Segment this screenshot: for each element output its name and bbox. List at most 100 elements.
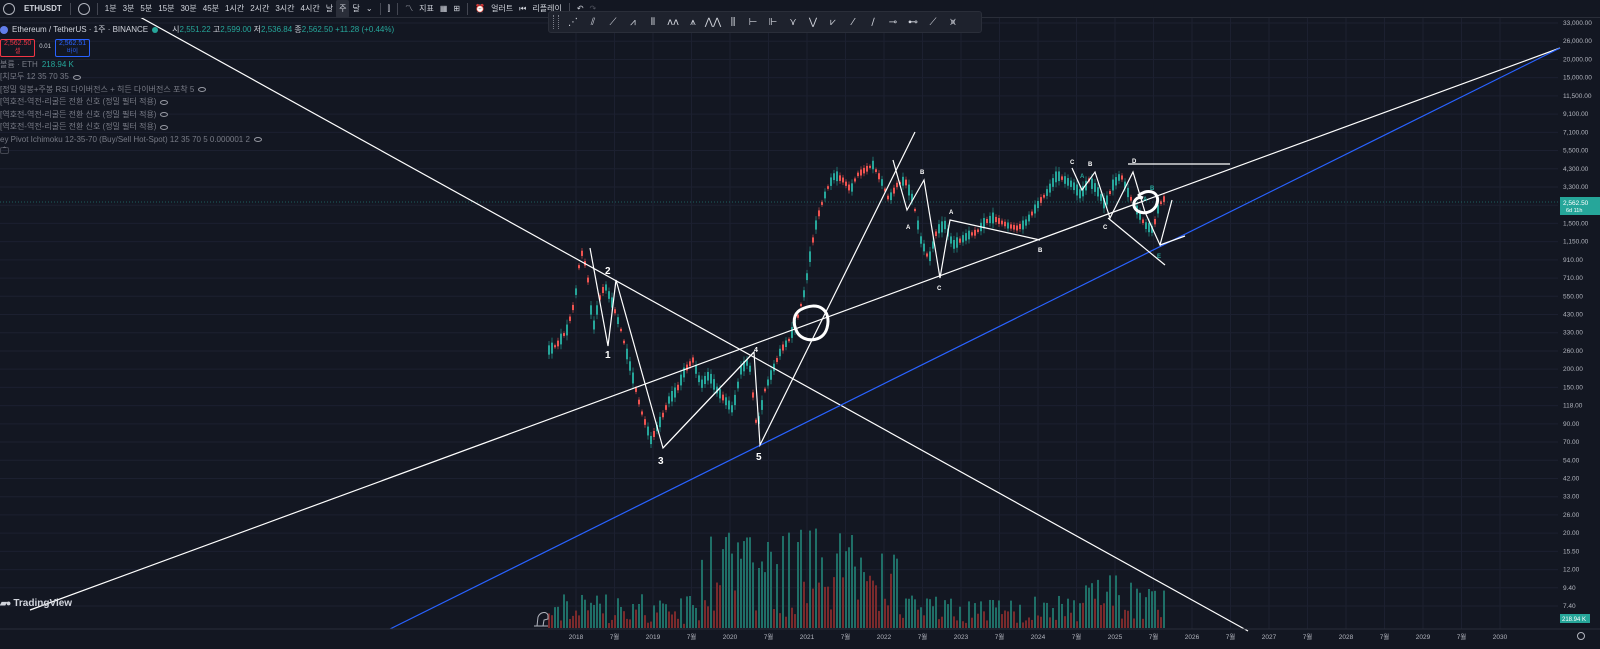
three-drives-icon[interactable]: ⊩	[768, 16, 778, 28]
triangle-e-leg[interactable]	[1159, 235, 1186, 246]
interval-4h[interactable]: 4시간	[300, 3, 320, 13]
support-trendline[interactable]	[389, 47, 1561, 630]
eye-icon[interactable]	[160, 112, 169, 118]
interval-3m[interactable]: 3분	[122, 3, 135, 13]
volume-legend[interactable]: 볼륨 · ETH 218.94 K	[0, 59, 74, 69]
interval-5m[interactable]: 5분	[140, 3, 153, 13]
indicator-row[interactable]: [역호전-역전-리굴든 전환 신호 (정밀 필터 적용)	[0, 121, 394, 134]
interval-3h[interactable]: 3시간	[275, 3, 295, 13]
correction-wave[interactable]	[892, 159, 1041, 279]
indicators-button[interactable]: 지표	[419, 3, 434, 13]
elliott-triangle-icon[interactable]: ⩗	[830, 16, 836, 28]
indicator-row[interactable]: [치모두 12 35 70 35	[0, 71, 394, 84]
elliott-triple-combo-icon[interactable]: ∕	[871, 16, 875, 28]
eye-icon[interactable]	[160, 124, 169, 130]
time-cycles-icon[interactable]: ⊷	[908, 16, 918, 28]
interval-1m[interactable]: 1분	[104, 3, 117, 13]
candle-body	[818, 210, 820, 217]
interval-30m[interactable]: 30분	[180, 3, 197, 13]
candle-body	[932, 241, 934, 249]
chevron-down-icon[interactable]: ⌄	[365, 3, 373, 13]
candle-body	[1109, 190, 1111, 195]
triangle-lower-line[interactable]	[1107, 217, 1166, 266]
candle-body	[959, 238, 961, 243]
interval-week[interactable]: 주	[336, 0, 350, 17]
price-axis[interactable]: 33,000.00 26,000.00 20,000.00 15,000.00 11,5…	[1563, 20, 1592, 610]
candle-body	[554, 345, 556, 348]
volume-bar	[1136, 588, 1138, 628]
undo-icon[interactable]: ↶	[576, 3, 584, 13]
alarm-clock-icon[interactable]: ⏰	[475, 3, 486, 13]
eye-icon[interactable]	[253, 137, 262, 143]
interval-2h[interactable]: 2시간	[250, 3, 270, 13]
interval-15m[interactable]: 15분	[158, 3, 175, 13]
symbol-name[interactable]: ETHUSDT	[24, 3, 62, 13]
indicator-row[interactable]: ey Pivot Ichimoku 12-35-70 (Buy/Sell Hot…	[0, 134, 394, 147]
indicator-row[interactable]: [정밀 일봉+주봉 RSI 다이버전스 + 히든 다이버전스 포착 5	[0, 84, 394, 97]
eye-icon[interactable]	[160, 99, 169, 105]
more-patterns-icon[interactable]: ⩙	[950, 16, 956, 28]
add-symbol-icon[interactable]	[77, 2, 90, 15]
replay-button[interactable]: 리플레이	[532, 3, 562, 13]
eye-icon[interactable]	[198, 87, 207, 93]
sell-button[interactable]: 2,562.50 셀	[0, 38, 36, 57]
symbol-search-icon[interactable]	[3, 2, 15, 15]
elliott-correction-icon[interactable]: ⋁	[808, 16, 818, 28]
time-axis[interactable]: 2018 7월 2019 7월 2020 7월 2021 7월 2022 7월 2023 7월 2024…	[569, 632, 1508, 641]
abcd-pattern-icon[interactable]: ⫼	[730, 16, 736, 28]
indicators-icon[interactable]: 〽	[405, 3, 414, 13]
interval-day[interactable]: 날	[325, 3, 334, 13]
sine-line-icon[interactable]: ⟋	[929, 16, 937, 28]
candle-type-icon[interactable]: ⫿	[387, 3, 391, 13]
templates-icon[interactable]: ⊞	[453, 3, 461, 13]
redo-icon[interactable]: ↷	[589, 3, 597, 13]
price-chart[interactable]: 2 1 3 4 5 A B A B C C B A C D E A B 33,0…	[0, 18, 1600, 649]
layout-icon[interactable]: ▦	[439, 3, 448, 13]
volume-bar	[713, 610, 715, 628]
settings-icon[interactable]	[1577, 632, 1585, 640]
candle-body	[1142, 219, 1144, 224]
volume-bar	[725, 537, 727, 628]
modified-schiff-icon[interactable]: ⟋	[609, 16, 617, 28]
pitchfork-icon[interactable]: ⋰	[568, 16, 578, 28]
head-shoulders-icon[interactable]: ⋀⋀	[704, 16, 722, 28]
indicator-row[interactable]: [역호전-역전-리굴든 전환 신호 (정밀 필터 적용)	[0, 96, 394, 109]
alert-button[interactable]: 얼러트	[491, 3, 514, 13]
highlight-circle-2[interactable]	[1132, 190, 1159, 215]
fib-channel-icon[interactable]: ⦀	[650, 16, 656, 28]
triangle-pattern-icon[interactable]: ⊢	[748, 16, 758, 28]
replay-icon[interactable]: ⏮	[519, 3, 527, 13]
interval-1h[interactable]: 1시간	[225, 3, 245, 13]
interval-month[interactable]: 달	[352, 3, 360, 13]
elliott-impulse-icon[interactable]: ⋎	[789, 16, 797, 28]
drag-handle[interactable]	[553, 15, 559, 29]
time-tick-label: 2024	[1031, 634, 1046, 641]
divider	[568, 2, 570, 15]
interval-45m[interactable]: 45분	[202, 3, 220, 13]
eye-icon[interactable]	[72, 74, 81, 80]
buy-button[interactable]: 2,562.51 바이	[54, 38, 91, 57]
indicator-row[interactable]: [역호전-역전-리굴든 전환 신호 (정밀 필터 적용)	[0, 109, 394, 122]
cyclic-lines-icon[interactable]: ⊸	[888, 16, 898, 28]
elliott-double-combo-icon[interactable]: ⁄	[852, 16, 854, 28]
volume-bar	[704, 600, 706, 628]
symbol-legend[interactable]: Ethereum / TetherUS · 1주 · BINANCE 시2,55…	[0, 24, 394, 37]
schiff-pitchfork-icon[interactable]: ⫽	[590, 16, 596, 28]
candle-body	[917, 220, 919, 230]
volume-bar	[785, 616, 787, 628]
symbol-title[interactable]: Ethereum / TetherUS · 1주 · BINANCE	[12, 25, 149, 34]
tradingview-watermark[interactable]: ▰● TradingView	[0, 598, 73, 609]
wave-3-4-leg[interactable]	[662, 351, 755, 449]
highlight-circle[interactable]	[792, 304, 830, 342]
descending-trendline[interactable]	[140, 18, 1249, 632]
volume-bar	[683, 623, 685, 628]
cypher-pattern-icon[interactable]: ⩚	[690, 16, 696, 28]
candle-body	[1022, 220, 1024, 230]
inside-pitchfork-icon[interactable]: ⩘	[630, 16, 636, 28]
xabcd-pattern-icon[interactable]: ʌʌ	[667, 16, 679, 28]
wave-drawings[interactable]	[589, 131, 1186, 450]
candle-body	[764, 388, 766, 392]
volume-bar	[674, 611, 676, 628]
collapse-legend-button[interactable]: ⌃	[0, 147, 9, 154]
triangle-wave[interactable]	[1071, 167, 1173, 247]
